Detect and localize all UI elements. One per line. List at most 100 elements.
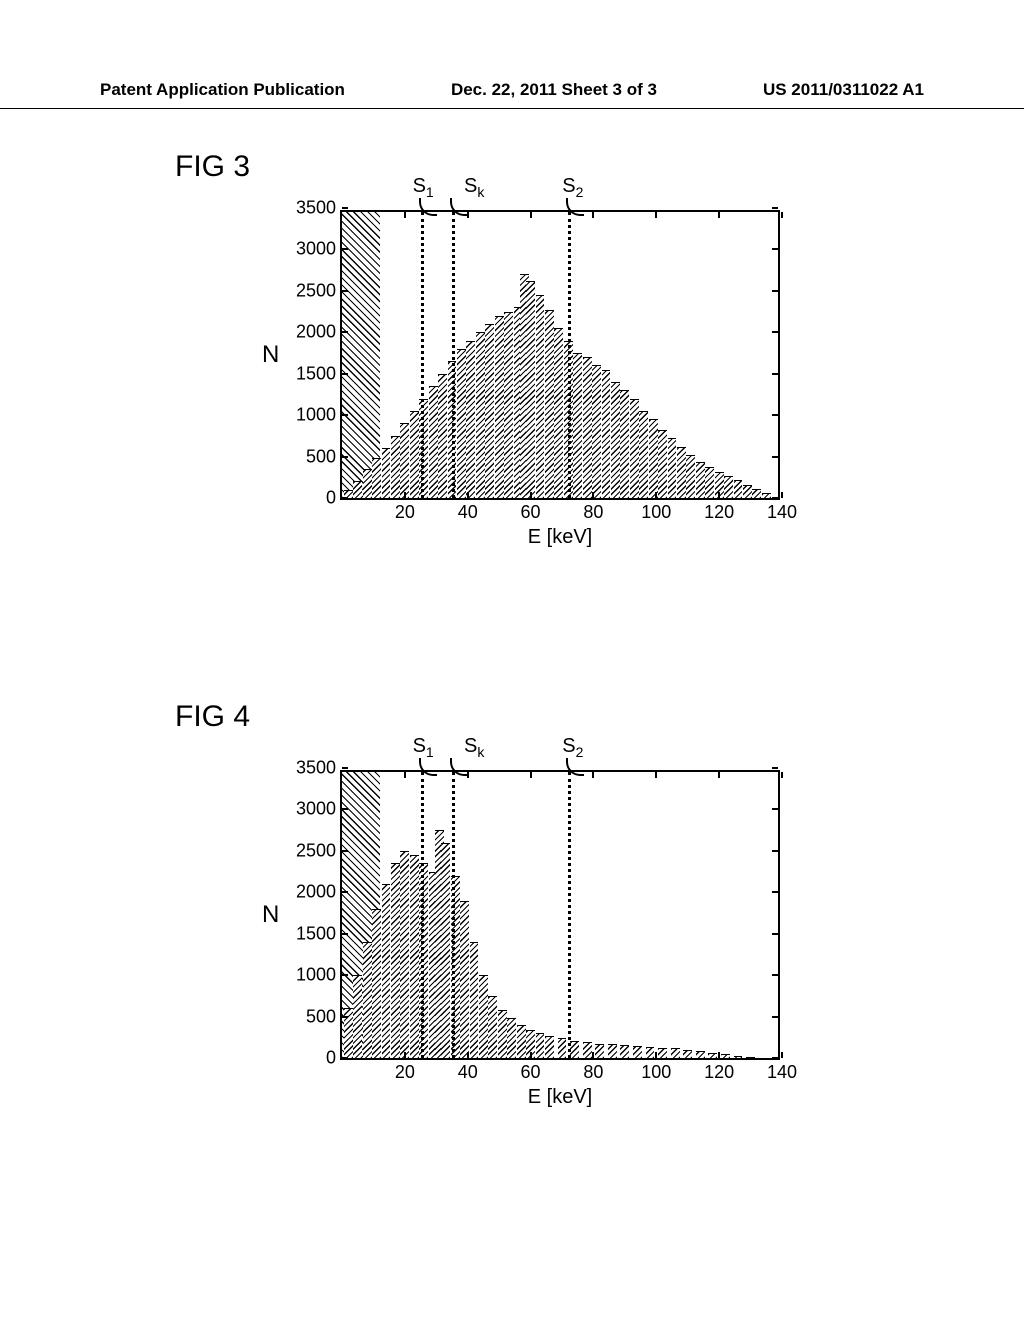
x-tick-label: 100 (641, 502, 671, 523)
x-tick-label: 60 (521, 1062, 541, 1083)
figure-label: FIG 4 (175, 700, 250, 734)
y-tick (342, 1057, 348, 1059)
histogram-bar (734, 480, 743, 498)
x-tick (718, 492, 720, 498)
histogram-bar (382, 884, 391, 1058)
histogram-bar (372, 909, 381, 1058)
y-tick-label: 3000 (296, 799, 336, 820)
histogram-bar (545, 1036, 554, 1058)
threshold-label: S1 (413, 735, 434, 760)
y-tick (342, 808, 348, 810)
x-tick (530, 1052, 532, 1058)
histogram-bar (526, 281, 535, 498)
histogram-bar (479, 975, 488, 1058)
x-tick (781, 772, 783, 778)
histogram-bar (504, 312, 513, 498)
y-tick (342, 456, 348, 458)
histogram-bar (683, 1050, 692, 1058)
y-tick (772, 290, 778, 292)
histogram-bar (363, 469, 372, 498)
y-tick (772, 207, 778, 209)
y-tick-label: 500 (306, 1006, 336, 1027)
y-tick (772, 767, 778, 769)
y-tick (772, 497, 778, 499)
y-tick (342, 891, 348, 893)
y-tick (342, 497, 348, 499)
histogram-bar (696, 1051, 705, 1058)
y-tick (772, 933, 778, 935)
threshold-label: S2 (562, 175, 583, 200)
x-tick (655, 1052, 657, 1058)
y-axis-title: N (262, 901, 279, 929)
y-tick-label: 2000 (296, 882, 336, 903)
y-tick (342, 373, 348, 375)
histogram-bar (391, 863, 400, 1058)
x-axis-title: E [keV] (528, 1086, 592, 1109)
y-tick-label: 1500 (296, 363, 336, 384)
histogram-bar (658, 430, 667, 498)
y-tick-label: 0 (326, 1048, 336, 1069)
x-tick (467, 492, 469, 498)
histogram-bar (470, 942, 479, 1058)
histogram-bar (507, 1018, 516, 1058)
histogram-bar (536, 295, 545, 498)
y-tick-label: 2500 (296, 280, 336, 301)
histogram-bar (438, 374, 447, 498)
y-tick-label: 2000 (296, 322, 336, 343)
chart-frame: S1SkS20500100015002000250030003500204060… (340, 210, 780, 500)
x-tick (530, 212, 532, 218)
histogram-bar (611, 382, 620, 498)
x-axis-title: E [keV] (528, 526, 592, 549)
x-tick (592, 492, 594, 498)
histogram-bar (608, 1044, 617, 1058)
x-tick (655, 772, 657, 778)
histogram-bar (410, 855, 419, 1058)
threshold-line (568, 212, 571, 498)
x-tick (404, 1052, 406, 1058)
histogram-bar (630, 399, 639, 498)
y-tick (342, 1016, 348, 1018)
x-tick (467, 1052, 469, 1058)
threshold-line (452, 212, 455, 498)
threshold-line (421, 772, 424, 1058)
histogram-bar (400, 423, 409, 498)
y-tick-label: 1000 (296, 405, 336, 426)
histogram-bar (457, 349, 466, 498)
histogram-bar (545, 310, 554, 498)
y-tick-label: 0 (326, 488, 336, 509)
histogram-bar (595, 1044, 604, 1059)
histogram-bar (363, 942, 372, 1058)
y-tick-label: 3500 (296, 758, 336, 779)
header-left: Patent Application Publication (100, 80, 345, 100)
x-tick (404, 212, 406, 218)
x-tick (592, 212, 594, 218)
histogram-bar (633, 1046, 642, 1058)
x-tick (467, 772, 469, 778)
x-tick-label: 100 (641, 1062, 671, 1083)
x-tick (592, 772, 594, 778)
x-tick (718, 772, 720, 778)
histogram-bar (677, 447, 686, 498)
y-tick (342, 248, 348, 250)
histogram-bar (400, 851, 409, 1058)
x-tick-label: 40 (458, 502, 478, 523)
histogram-bar (517, 1025, 526, 1058)
y-tick (342, 974, 348, 976)
x-tick (404, 492, 406, 498)
y-tick-label: 500 (306, 446, 336, 467)
histogram-bar (696, 462, 705, 498)
histogram-bars (342, 212, 778, 498)
y-tick-label: 3500 (296, 198, 336, 219)
x-tick-label: 80 (583, 502, 603, 523)
histogram-bar (391, 436, 400, 498)
threshold-line (568, 772, 571, 1058)
y-tick (772, 456, 778, 458)
histogram-bar (353, 481, 362, 498)
page-header: Patent Application Publication Dec. 22, … (0, 80, 1024, 109)
x-tick (404, 772, 406, 778)
x-tick (530, 772, 532, 778)
x-tick (781, 1052, 783, 1058)
y-tick (772, 1016, 778, 1018)
y-tick (772, 414, 778, 416)
histogram-bar (536, 1033, 545, 1058)
